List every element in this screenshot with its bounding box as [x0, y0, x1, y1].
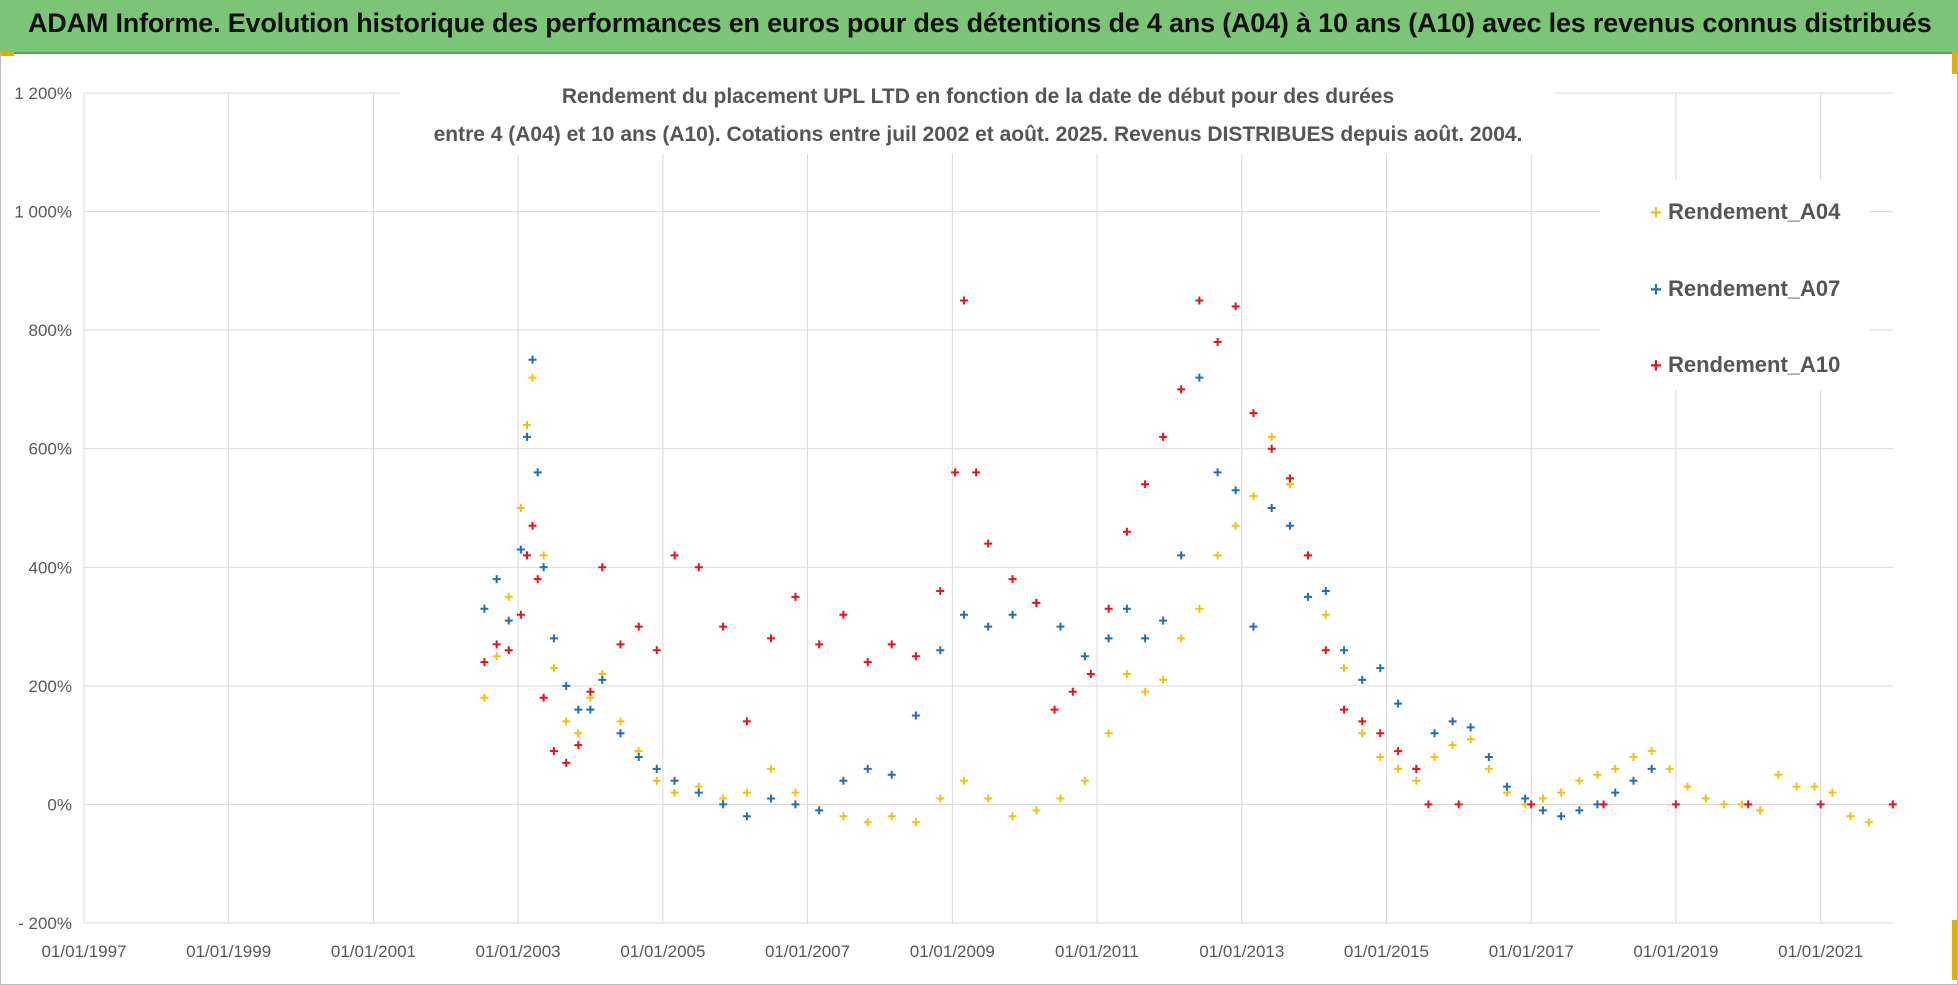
legend-box — [1600, 180, 1870, 390]
x-tick-label: 01/01/2009 — [910, 942, 995, 961]
data-points — [480, 296, 1897, 827]
y-axis-labels: - 200% 0% 200% 400% 600% 800% 1 000% 1 200% — [14, 84, 72, 933]
y-tick-label: 200% — [29, 677, 72, 696]
x-tick-label: 01/01/1999 — [186, 942, 271, 961]
y-tick-label: 1 200% — [14, 84, 72, 103]
chart-title-line2: entre 4 (A04) et 10 ans (A10). Cotations… — [434, 123, 1523, 146]
x-tick-label: 01/01/2021 — [1778, 942, 1863, 961]
data-points-Rendement_A07 — [480, 355, 1656, 821]
y-tick-label: 600% — [29, 440, 72, 459]
x-axis-labels: 01/01/1997 01/01/1999 01/01/2001 01/01/2003… — [41, 942, 1863, 961]
y-tick-label: 800% — [29, 321, 72, 340]
y-tick-label: 1 000% — [14, 203, 72, 222]
y-tick-label: 0% — [47, 795, 72, 814]
x-tick-label: 01/01/2019 — [1633, 942, 1718, 961]
x-tick-label: 01/01/2011 — [1055, 942, 1139, 961]
x-tick-label: 01/01/2015 — [1344, 942, 1429, 961]
chart-title-box — [400, 78, 1555, 154]
y-tick-label: 400% — [29, 558, 72, 577]
x-tick-label: 01/01/2007 — [765, 942, 850, 961]
legend: + Rendement_A04 + Rendement_A07 + Rendem… — [1600, 180, 1870, 390]
corner-mark-left — [0, 52, 14, 56]
corner-mark-right — [1952, 52, 1958, 74]
legend-label-a10: Rendement_A10 — [1668, 352, 1840, 377]
scatter-chart: - 200% 0% 200% 400% 600% 800% 1 000% 1 200% 01/… — [14, 78, 1897, 961]
series-Rendement_A04 — [480, 373, 1873, 827]
x-tick-label: 01/01/2003 — [476, 942, 561, 961]
x-tick-label: 01/01/2013 — [1199, 942, 1284, 961]
series-Rendement_A07 — [480, 355, 1656, 821]
data-points-Rendement_A10 — [480, 296, 1897, 809]
banner-title: ADAM Informe. Evolution historique des p… — [28, 8, 1932, 38]
data-points-Rendement_A04 — [480, 373, 1873, 827]
legend-marker-a07: + — [1650, 279, 1662, 301]
legend-label-a04: Rendement_A04 — [1668, 199, 1841, 224]
legend-label-a07: Rendement_A07 — [1668, 276, 1840, 301]
series-Rendement_A10 — [480, 296, 1897, 809]
title-banner: ADAM Informe. Evolution historique des p… — [0, 0, 1958, 54]
legend-marker-a10: + — [1650, 355, 1662, 377]
chart-title-line1: Rendement du placement UPL LTD en foncti… — [562, 85, 1394, 108]
y-tick-label: - 200% — [18, 914, 72, 933]
x-tick-label: 01/01/2005 — [620, 942, 705, 961]
x-tick-label: 01/01/1997 — [41, 942, 126, 961]
corner-mark-bottom-right — [1952, 920, 1958, 980]
x-tick-label: 01/01/2001 — [331, 942, 416, 961]
x-tick-label: 01/01/2017 — [1489, 942, 1574, 961]
legend-marker-a04: + — [1650, 202, 1662, 224]
gridlines — [83, 92, 1893, 924]
